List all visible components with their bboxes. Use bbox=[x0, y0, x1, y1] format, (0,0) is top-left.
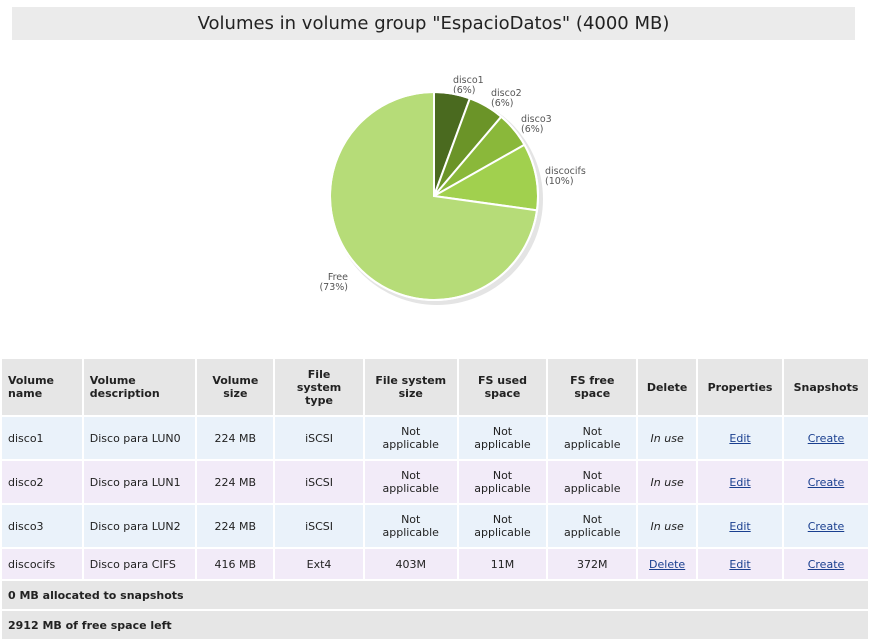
cell-fs-size: Not applicable bbox=[364, 461, 457, 503]
table-row: discocifs Disco para CIFS 416 MB Ext4 403M 11… bbox=[2, 549, 868, 579]
summary-row-free: 2912 MB of free space left bbox=[2, 611, 868, 639]
summary-row-snapshots: 0 MB allocated to snapshots bbox=[2, 581, 868, 609]
cell-delete: Delete bbox=[638, 549, 697, 579]
cell-volume-name: disco3 bbox=[2, 505, 82, 547]
cell-fs-type: iSCSI bbox=[275, 417, 363, 459]
edit-link[interactable]: Edit bbox=[729, 431, 751, 445]
cell-fs-free: Not applicable bbox=[548, 461, 637, 503]
cell-properties: Edit bbox=[698, 505, 782, 547]
table-row: disco2 Disco para LUN1 224 MB iSCSI Not appli… bbox=[2, 461, 868, 503]
col-fs-free: FS free space bbox=[548, 359, 637, 415]
cell-volume-name: disco1 bbox=[2, 417, 82, 459]
edit-link[interactable]: Edit bbox=[729, 557, 751, 571]
volumes-table: Volume name Volume description Volume size … bbox=[0, 357, 870, 641]
slice-pct-disco2: (6%) bbox=[491, 98, 513, 109]
create-snapshot-link[interactable]: Create bbox=[807, 519, 845, 533]
cell-fs-type: Ext4 bbox=[275, 549, 363, 579]
col-fs-type: File system type bbox=[275, 359, 363, 415]
cell-fs-used: Not applicable bbox=[458, 417, 547, 459]
free-space-summary: 2912 MB of free space left bbox=[2, 611, 868, 639]
delete-link[interactable]: Delete bbox=[649, 557, 686, 571]
cell-volume-name: discocifs bbox=[2, 549, 82, 579]
col-delete: Delete bbox=[638, 359, 697, 415]
cell-fs-used: Not applicable bbox=[458, 505, 547, 547]
slice-label-discocifs: discocifs bbox=[545, 166, 586, 177]
cell-delete: In use bbox=[638, 461, 697, 503]
cell-snapshots: Create bbox=[784, 461, 868, 503]
cell-volume-description: Disco para LUN2 bbox=[83, 505, 196, 547]
cell-volume-size: 224 MB bbox=[197, 505, 274, 547]
table-row: disco1 Disco para LUN0 224 MB iSCSI Not appli… bbox=[2, 417, 868, 459]
cell-properties: Edit bbox=[698, 417, 782, 459]
col-volume-name: Volume name bbox=[2, 359, 82, 415]
edit-link[interactable]: Edit bbox=[729, 519, 751, 533]
in-use-label: In use bbox=[650, 519, 684, 533]
table-row: disco3 Disco para LUN2 224 MB iSCSI Not appli… bbox=[2, 505, 868, 547]
cell-fs-free: 372M bbox=[548, 549, 637, 579]
cell-fs-type: iSCSI bbox=[275, 505, 363, 547]
cell-fs-free: Not applicable bbox=[548, 505, 637, 547]
cell-volume-description: Disco para LUN0 bbox=[83, 417, 196, 459]
slice-label-disco2: disco2 bbox=[491, 88, 522, 99]
slice-pct-disco1: (6%) bbox=[453, 85, 475, 96]
cell-snapshots: Create bbox=[784, 505, 868, 547]
volume-pie-chart: disco1 (6%) disco2 (6%) disco3 (6%) discocifs(… bbox=[0, 40, 870, 350]
cell-snapshots: Create bbox=[784, 549, 868, 579]
slice-pct-disco3: (6%) bbox=[521, 124, 543, 135]
table-header-row: Volume name Volume description Volume size … bbox=[2, 359, 868, 415]
col-volume-description: Volume description bbox=[83, 359, 196, 415]
pie-svg: disco1(6%) disco2(6%)disco3(6%)discocifs(… bbox=[319, 75, 586, 305]
page-title: Volumes in volume group "EspacioDatos" (… bbox=[12, 7, 855, 40]
slice-label-free: Free bbox=[328, 272, 348, 283]
slice-label-disco1: disco1 bbox=[453, 75, 484, 86]
cell-volume-description: Disco para LUN1 bbox=[83, 461, 196, 503]
cell-properties: Edit bbox=[698, 549, 782, 579]
cell-fs-size: 403M bbox=[364, 549, 457, 579]
cell-volume-size: 224 MB bbox=[197, 461, 274, 503]
create-snapshot-link[interactable]: Create bbox=[807, 475, 845, 489]
table-body: disco1 Disco para LUN0 224 MB iSCSI Not appli… bbox=[2, 417, 868, 579]
cell-volume-size: 416 MB bbox=[197, 549, 274, 579]
create-snapshot-link[interactable]: Create bbox=[807, 557, 845, 571]
cell-fs-used: Not applicable bbox=[458, 461, 547, 503]
cell-fs-used: 11M bbox=[458, 549, 547, 579]
col-snapshots: Snapshots bbox=[784, 359, 868, 415]
edit-link[interactable]: Edit bbox=[729, 475, 751, 489]
cell-delete: In use bbox=[638, 417, 697, 459]
cell-fs-size: Not applicable bbox=[364, 505, 457, 547]
cell-properties: Edit bbox=[698, 461, 782, 503]
create-snapshot-link[interactable]: Create bbox=[807, 431, 845, 445]
cell-volume-description: Disco para CIFS bbox=[83, 549, 196, 579]
slice-pct-free: (73%) bbox=[319, 282, 348, 293]
slice-pct-discocifs: (10%) bbox=[545, 176, 574, 187]
col-properties: Properties bbox=[698, 359, 782, 415]
slice-label-disco3: disco3 bbox=[521, 114, 552, 125]
snapshots-summary: 0 MB allocated to snapshots bbox=[2, 581, 868, 609]
in-use-label: In use bbox=[650, 431, 684, 445]
cell-fs-free: Not applicable bbox=[548, 417, 637, 459]
cell-snapshots: Create bbox=[784, 417, 868, 459]
col-fs-size: File system size bbox=[364, 359, 457, 415]
cell-delete: In use bbox=[638, 505, 697, 547]
col-fs-used: FS used space bbox=[458, 359, 547, 415]
pie-outline bbox=[329, 91, 539, 301]
cell-volume-name: disco2 bbox=[2, 461, 82, 503]
in-use-label: In use bbox=[650, 475, 684, 489]
cell-fs-size: Not applicable bbox=[364, 417, 457, 459]
cell-fs-type: iSCSI bbox=[275, 461, 363, 503]
col-volume-size: Volume size bbox=[197, 359, 274, 415]
cell-volume-size: 224 MB bbox=[197, 417, 274, 459]
